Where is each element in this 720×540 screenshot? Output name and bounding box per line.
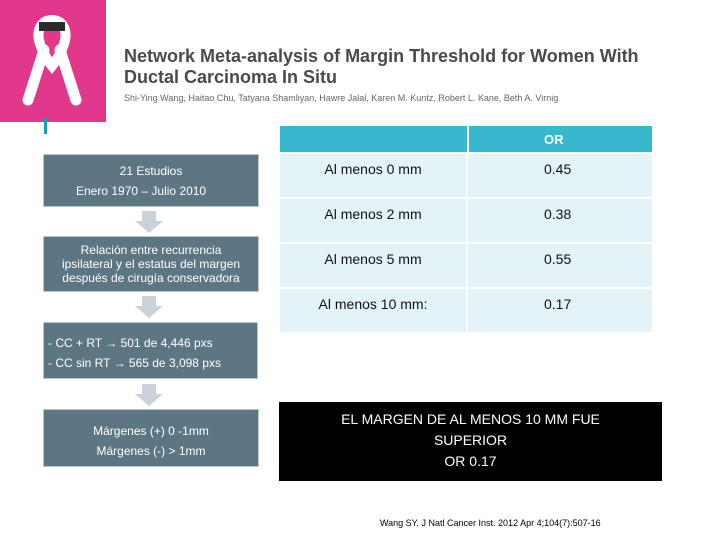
conclusion-line-1: EL MARGEN DE AL MENOS 10 MM FUE	[341, 411, 600, 427]
or-value: 0.17	[544, 296, 572, 312]
or-table: OR Al menos 0 mm 0.45 Al menos 2 mm 0.38…	[280, 126, 652, 334]
down-arrow-icon	[135, 384, 163, 406]
conclusion-line-3: OR 0.17	[444, 453, 497, 469]
relation-line-2: ipsilateral y el estatus del margen	[61, 257, 241, 271]
or-header: OR	[544, 132, 564, 147]
conclusion-line-2: SUPERIOR	[433, 432, 508, 448]
threshold-label: Al menos 2 mm	[324, 206, 422, 222]
accent-line	[44, 118, 47, 134]
group-cc-rt: - CC + RT → 501 de 4,446 pxs	[48, 336, 213, 350]
or-value: 0.38	[544, 206, 572, 222]
title-line-2: Ductal Carcinoma In Situ	[124, 67, 338, 87]
page-title: Network Meta-analysis of Margin Threshol…	[124, 46, 714, 88]
studies-count: 21 Estudios	[119, 164, 183, 178]
table-row: Al menos 2 mm 0.38	[280, 199, 652, 244]
conclusion-box: EL MARGEN DE AL MENOS 10 MM FUE SUPERIOR…	[279, 402, 662, 481]
down-arrow-icon	[135, 296, 163, 318]
citation: Wang SY. J Natl Cancer Inst. 2012 Apr 4;…	[380, 518, 601, 528]
authors: Shi-Ying Wang, Haitao Chu, Tatyana Shaml…	[124, 93, 559, 103]
table-header: OR	[280, 126, 652, 152]
relation-line-3: después de cirugía conservadora	[62, 271, 240, 285]
groups-box: - CC + RT → 501 de 4,446 pxs - CC sin RT…	[43, 322, 258, 379]
margin-positive: Márgenes (+) 0 -1mm	[93, 424, 209, 438]
threshold-label: Al menos 0 mm	[324, 161, 422, 177]
pink-ribbon-icon	[22, 14, 82, 106]
relation-box: Relación entre recurrencia ipsilateral y…	[43, 236, 259, 292]
margin-negative: Márgenes (-) > 1mm	[96, 444, 206, 458]
table-row: Al menos 0 mm 0.45	[280, 152, 652, 199]
table-row: Al menos 10 mm: 0.17	[280, 289, 652, 334]
table-row: Al menos 5 mm 0.55	[280, 244, 652, 289]
studies-period: Enero 1970 – Julio 2010	[76, 184, 207, 198]
group-cc-no-rt: - CC sin RT → 565 de 3,098 pxs	[48, 356, 221, 370]
relation-line-1: Relación entre recurrencia	[80, 243, 222, 257]
margins-box: Márgenes (+) 0 -1mm Márgenes (-) > 1mm	[43, 409, 259, 467]
title-line-1: Network Meta-analysis of Margin Threshol…	[124, 46, 639, 66]
threshold-label: Al menos 5 mm	[324, 251, 422, 267]
or-value: 0.45	[544, 161, 572, 177]
down-arrow-icon	[135, 211, 163, 233]
or-value: 0.55	[544, 251, 572, 267]
studies-box: 21 Estudios Enero 1970 – Julio 2010	[43, 154, 259, 207]
ribbon-logo	[0, 0, 106, 122]
threshold-label: Al menos 10 mm:	[318, 296, 428, 312]
